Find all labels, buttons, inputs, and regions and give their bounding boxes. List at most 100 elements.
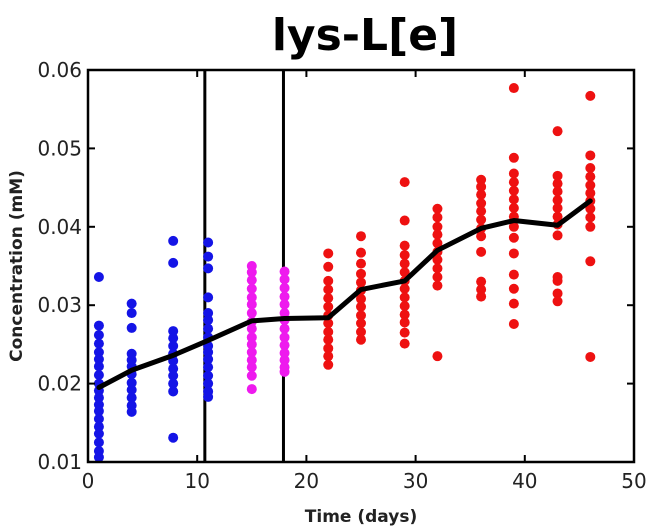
data-point (279, 266, 290, 277)
data-point (246, 299, 257, 310)
data-point (168, 257, 179, 268)
data-point (93, 452, 104, 463)
y-tick-label: 0.05 (37, 136, 82, 160)
x-tick-label: 0 (82, 469, 95, 493)
data-point (585, 256, 596, 267)
data-point (168, 363, 179, 374)
data-point (585, 351, 596, 362)
data-point (323, 326, 334, 337)
data-point (508, 185, 519, 196)
data-point (323, 261, 334, 272)
data-point (203, 263, 214, 274)
data-point (323, 293, 334, 304)
data-point (356, 277, 366, 288)
data-point (93, 320, 104, 331)
data-point (246, 347, 257, 358)
data-point (552, 211, 563, 222)
data-point (356, 334, 366, 345)
data-point (93, 361, 104, 372)
data-point (399, 338, 410, 349)
data-point (356, 268, 366, 279)
data-point (93, 392, 104, 403)
y-tick-label: 0.06 (37, 58, 82, 82)
data-point (168, 370, 179, 381)
data-point (126, 406, 137, 417)
data-point (585, 180, 596, 191)
data-point (432, 212, 443, 223)
data-point (552, 186, 563, 197)
data-point (356, 310, 366, 321)
data-point (476, 198, 487, 209)
data-point (279, 366, 290, 377)
data-point (432, 271, 443, 282)
data-point (168, 333, 179, 344)
data-point (203, 347, 214, 358)
x-tick-label: 50 (621, 469, 646, 493)
data-point (432, 238, 443, 249)
data-point (279, 291, 290, 302)
data-point (508, 319, 519, 330)
data-point (399, 309, 410, 320)
data-point (246, 362, 257, 373)
x-tick-label: 20 (294, 469, 319, 493)
data-point (399, 300, 410, 311)
data-point (323, 275, 334, 286)
data-point (246, 275, 257, 286)
data-point (168, 378, 179, 389)
data-point (508, 168, 519, 179)
plot-area (93, 70, 596, 463)
data-point (93, 428, 104, 439)
data-point (203, 237, 214, 248)
data-point (203, 251, 214, 262)
y-tick-label: 0.03 (37, 293, 82, 317)
data-point (356, 293, 366, 304)
data-point (432, 203, 443, 214)
x-tick-label: 30 (403, 469, 428, 493)
x-axis-label: Time (days) (305, 507, 417, 527)
data-point (168, 340, 179, 351)
data-point (168, 432, 179, 443)
data-point (279, 340, 290, 351)
data-point (432, 263, 443, 274)
data-point (246, 283, 257, 294)
data-point (323, 343, 334, 354)
data-point (279, 299, 290, 310)
data-point (203, 370, 214, 381)
chart-title: lys-L[e] (272, 10, 458, 61)
data-point (552, 296, 563, 307)
data-point (203, 354, 214, 365)
data-point (508, 202, 519, 213)
data-point (356, 326, 366, 337)
data-point (508, 221, 519, 232)
data-point (476, 206, 487, 217)
data-point (126, 308, 137, 319)
data-point (323, 351, 334, 362)
data-point (476, 189, 487, 200)
data-point (552, 195, 563, 206)
data-point (476, 174, 487, 185)
data-point (126, 384, 137, 395)
data-point (279, 323, 290, 334)
data-point (476, 284, 487, 295)
data-point (203, 362, 214, 373)
data-point (203, 391, 214, 402)
data-point (508, 248, 519, 259)
data-point (432, 280, 443, 291)
data-point (323, 334, 334, 345)
data-point (399, 177, 410, 188)
data-point (279, 355, 290, 366)
data-point (399, 250, 410, 261)
data-point (203, 323, 214, 334)
data-point (246, 339, 257, 350)
data-point (476, 291, 487, 302)
data-point (246, 308, 257, 319)
data-point (279, 308, 290, 319)
data-point (279, 274, 290, 285)
data-point (508, 232, 519, 243)
data-point (399, 240, 410, 251)
data-point (476, 214, 487, 225)
data-point (93, 347, 104, 358)
data-point (279, 348, 290, 359)
data-point (585, 90, 596, 101)
